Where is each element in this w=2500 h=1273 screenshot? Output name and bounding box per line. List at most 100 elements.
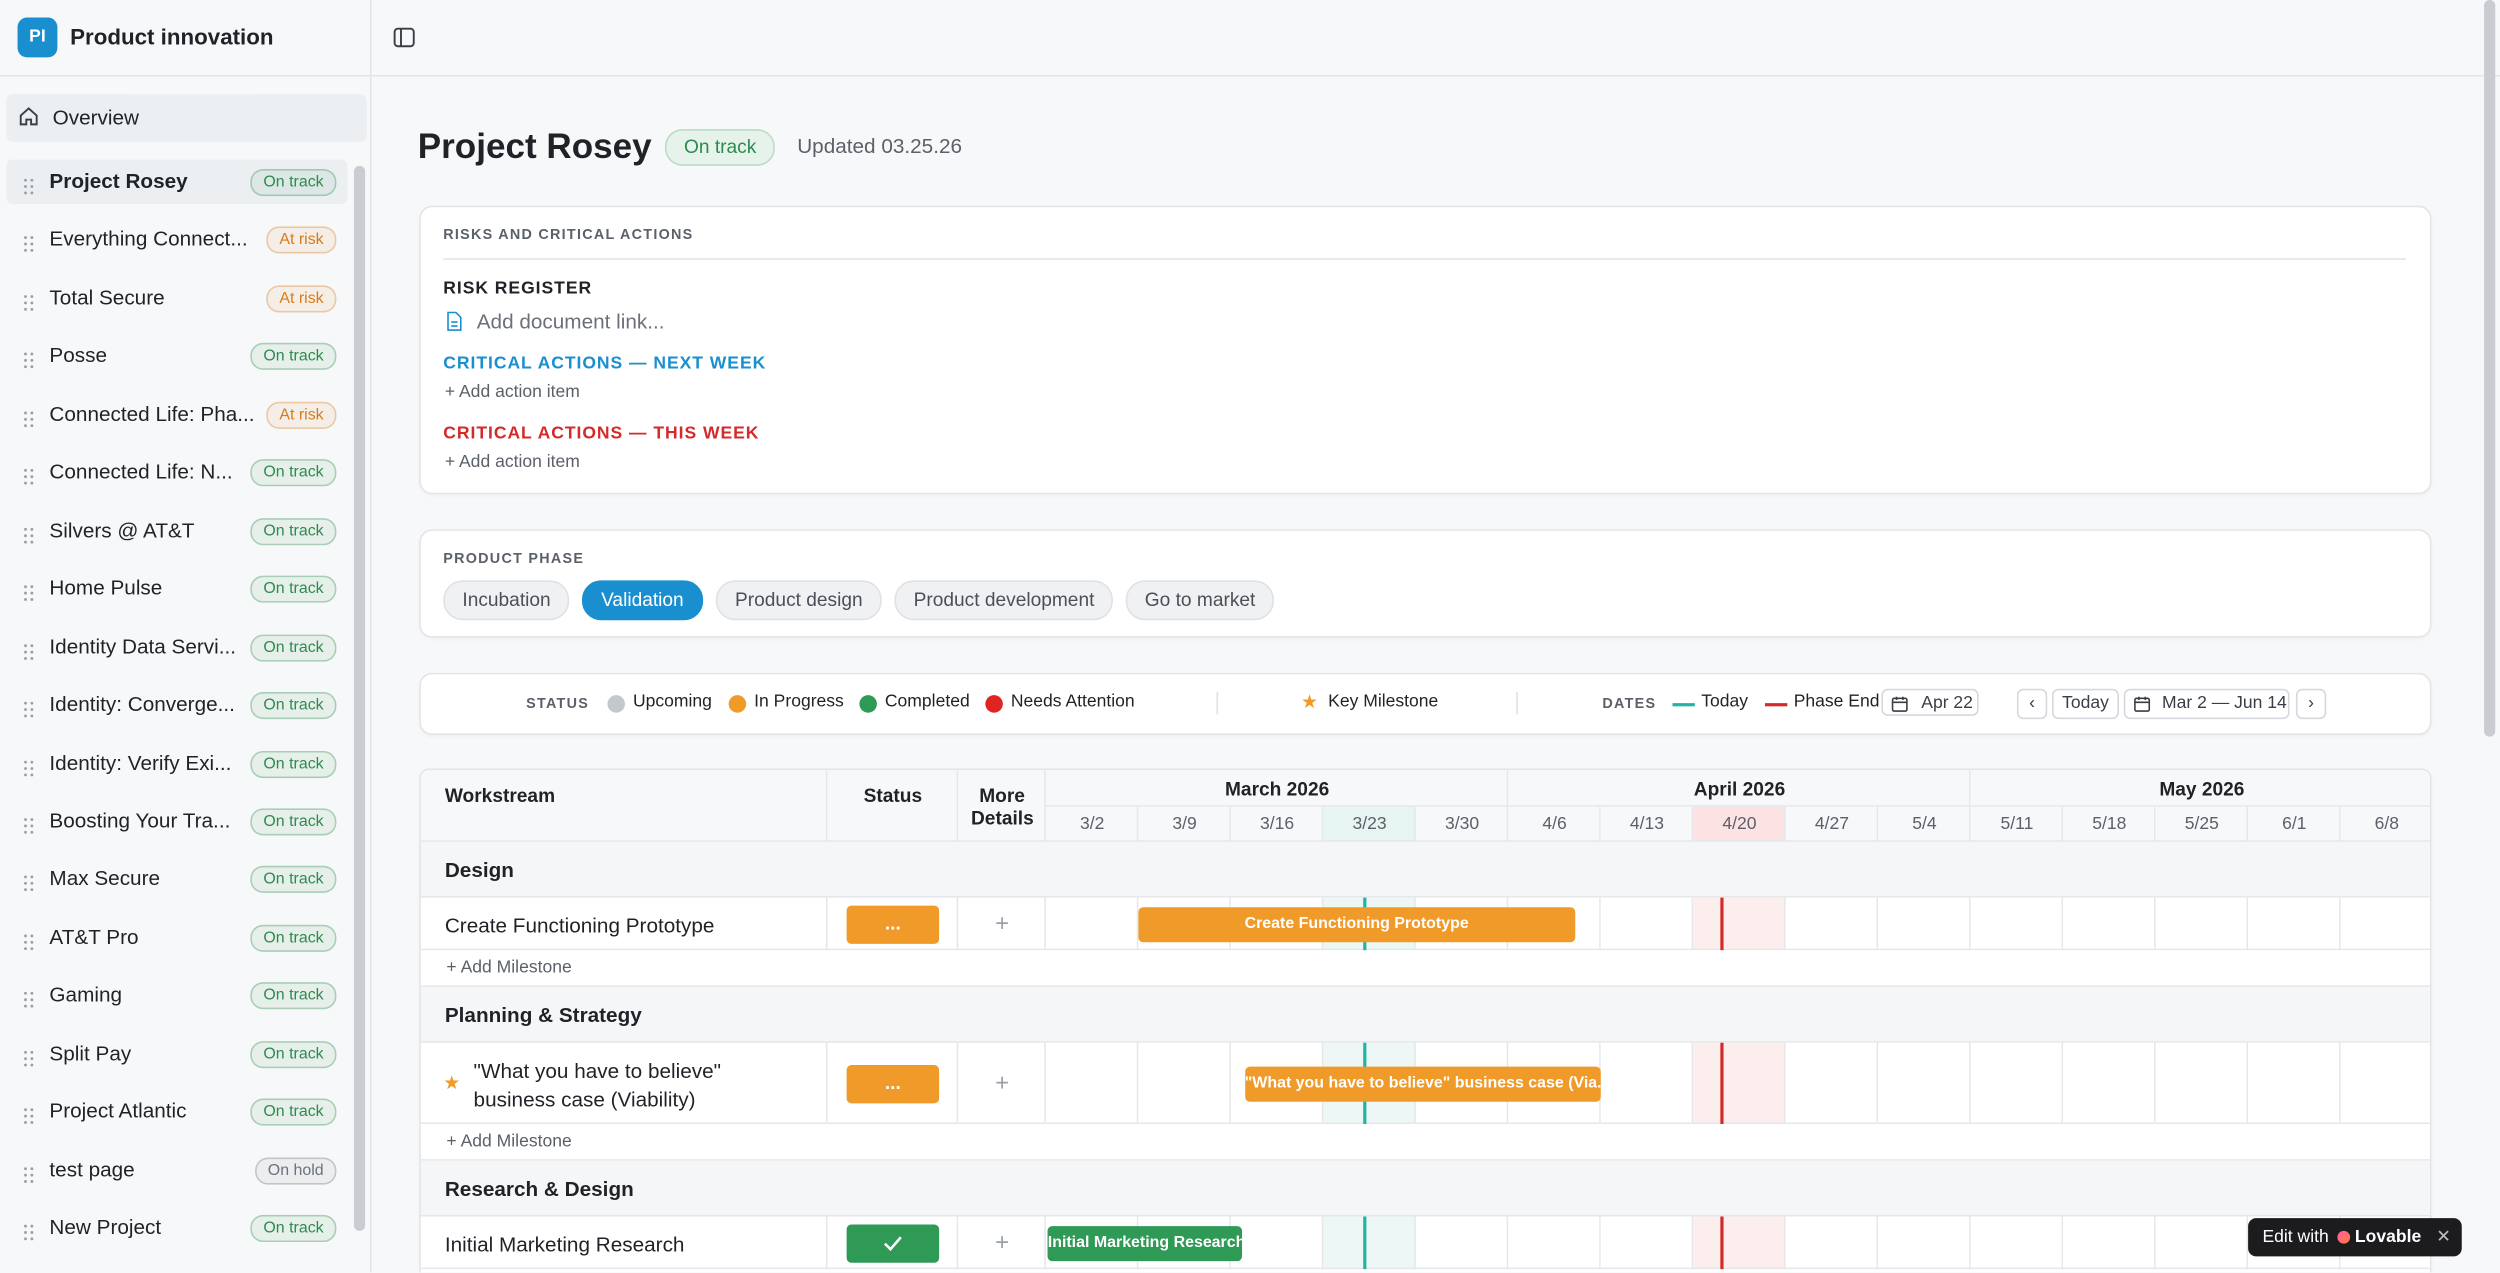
drag-handle[interactable] xyxy=(24,581,34,602)
project-name[interactable]: Connected Life: N... xyxy=(49,459,233,484)
drag-handle[interactable] xyxy=(24,174,34,195)
drag-handle[interactable] xyxy=(24,987,34,1008)
drag-handle[interactable] xyxy=(24,232,34,253)
project-title: Project Rosey xyxy=(417,125,652,166)
add-milestone-text[interactable]: Add Milestone xyxy=(460,1132,572,1152)
timeline-cell xyxy=(2340,897,2430,951)
week-cell xyxy=(1970,806,2064,842)
project-name[interactable]: Gaming xyxy=(49,982,123,1007)
status-button[interactable]: ... xyxy=(846,904,940,944)
drag-handle[interactable] xyxy=(24,1104,34,1125)
status-cell xyxy=(827,1042,959,1125)
drag-icon xyxy=(24,353,34,369)
add-milestone[interactable]: + Add Milestone xyxy=(446,958,572,978)
drag-handle[interactable] xyxy=(24,639,34,660)
drag-handle[interactable] xyxy=(24,871,34,892)
phase-end-line xyxy=(1720,1042,1724,1125)
add-action-text[interactable]: Add action item xyxy=(458,452,580,472)
phase-end-date[interactable]: Apr 22 xyxy=(1881,688,1979,716)
task-name[interactable]: Initial Marketing Research xyxy=(444,1231,685,1256)
month-label: March 2026 xyxy=(1224,778,1330,801)
project-name[interactable]: Boosting Your Tra... xyxy=(49,808,231,833)
today-button[interactable]: Today xyxy=(2051,688,2119,720)
project-name[interactable]: Project Rosey xyxy=(49,169,188,193)
drag-handle[interactable] xyxy=(24,929,34,950)
task-bar[interactable]: Initial Marketing Research xyxy=(1047,1225,1242,1261)
project-name[interactable]: Total Secure xyxy=(49,285,165,310)
project-name[interactable]: New Project xyxy=(49,1215,162,1239)
drag-handle[interactable] xyxy=(24,1220,34,1241)
week-label: 3/30 xyxy=(1444,814,1480,834)
lovable-badge[interactable]: Edit with Lovable ✕ xyxy=(2248,1218,2462,1257)
date-text[interactable]: Apr 22 xyxy=(1921,693,1973,713)
header-text: More Details xyxy=(970,784,1034,830)
project-name[interactable]: Project Atlantic xyxy=(49,1098,187,1123)
phase-pill[interactable]: Product design xyxy=(715,580,882,621)
add-action[interactable]: + Add action item xyxy=(444,382,580,402)
drag-handle[interactable] xyxy=(24,406,34,427)
drag-handle[interactable] xyxy=(24,697,34,718)
workspace-name[interactable]: Product innovation xyxy=(70,23,274,50)
today-line xyxy=(1363,1216,1367,1270)
project-status: On track xyxy=(250,866,337,894)
sidebar-toggle[interactable] xyxy=(392,26,416,50)
drag-handle[interactable] xyxy=(24,464,34,485)
phase-pill[interactable]: Validation xyxy=(581,580,703,621)
project-name[interactable]: Identity: Converge... xyxy=(49,692,235,716)
add-details[interactable]: + xyxy=(995,909,1010,937)
project-name[interactable]: Posse xyxy=(49,343,108,368)
task-name[interactable]: Create Functioning Prototype xyxy=(444,912,715,937)
project-name[interactable]: Home Pulse xyxy=(49,575,163,600)
nav-button[interactable]: › xyxy=(2295,688,2327,720)
add-action-text[interactable]: Add action item xyxy=(458,382,580,402)
phase-pill[interactable]: Go to market xyxy=(1125,580,1275,621)
drag-handle[interactable] xyxy=(24,522,34,544)
drag-handle[interactable] xyxy=(24,755,34,776)
drag-handle[interactable] xyxy=(24,1046,34,1067)
project-name[interactable]: Identity: Verify Exi... xyxy=(49,750,232,775)
project-name[interactable]: Identity Data Servi... xyxy=(49,633,237,658)
timeline-cell xyxy=(1508,1216,1601,1270)
calendar-icon xyxy=(1891,696,1908,712)
add-milestone[interactable]: + Add Milestone xyxy=(446,1132,572,1152)
week-cell xyxy=(1508,806,1601,842)
project-name[interactable]: Connected Life: Pha... xyxy=(49,401,255,426)
overview-link[interactable]: Overview xyxy=(52,105,140,130)
active-row[interactable] xyxy=(6,159,348,205)
project-name[interactable]: test page xyxy=(49,1156,135,1181)
range-text[interactable]: Mar 2 — Jun 14 xyxy=(2162,693,2287,713)
project-name[interactable]: Split Pay xyxy=(49,1040,132,1065)
drag-handle[interactable] xyxy=(24,290,34,311)
task-bar[interactable]: "What you have to believe" business case… xyxy=(1244,1065,1601,1101)
badge-close[interactable]: ✕ xyxy=(2436,1227,2451,1247)
phase-pill[interactable]: Product development xyxy=(894,580,1114,621)
task-name[interactable]: "What you have to believe" business case… xyxy=(473,1057,722,1111)
project-name[interactable]: Silvers @ AT&T xyxy=(49,517,195,542)
overview-row[interactable] xyxy=(6,94,367,142)
scrollbar[interactable] xyxy=(353,165,366,1231)
status-button[interactable]: ... xyxy=(846,1064,940,1103)
project-name[interactable]: Everything Connect... xyxy=(49,227,248,252)
month-label: May 2026 xyxy=(2159,778,2245,801)
drag-handle[interactable] xyxy=(24,348,34,369)
drag-handle[interactable] xyxy=(24,1162,34,1183)
timeline-cell xyxy=(2155,1042,2249,1125)
add-details[interactable]: + xyxy=(995,1069,1010,1097)
task-bar[interactable]: Create Functioning Prototype xyxy=(1138,906,1575,942)
nav-button[interactable]: ‹ xyxy=(2016,688,2048,720)
project-name[interactable]: AT&T Pro xyxy=(49,924,139,949)
drag-icon xyxy=(24,1166,34,1183)
doc-link[interactable]: Add document link... xyxy=(476,309,665,334)
date-range[interactable]: Mar 2 — Jun 14 xyxy=(2123,688,2290,720)
project-status: At risk xyxy=(266,285,337,313)
today-line xyxy=(1672,703,1695,707)
add-details[interactable]: + xyxy=(995,1228,1010,1256)
add-milestone-text[interactable]: Add Milestone xyxy=(460,958,572,978)
project-name[interactable]: Max Secure xyxy=(49,866,161,891)
page-scrollbar[interactable] xyxy=(2484,0,2496,737)
status-button[interactable] xyxy=(846,1223,940,1262)
drag-handle[interactable] xyxy=(24,813,34,834)
phase-pill[interactable]: Incubation xyxy=(443,580,570,621)
timeline-cell xyxy=(1970,1216,2064,1270)
add-action[interactable]: + Add action item xyxy=(444,452,580,472)
